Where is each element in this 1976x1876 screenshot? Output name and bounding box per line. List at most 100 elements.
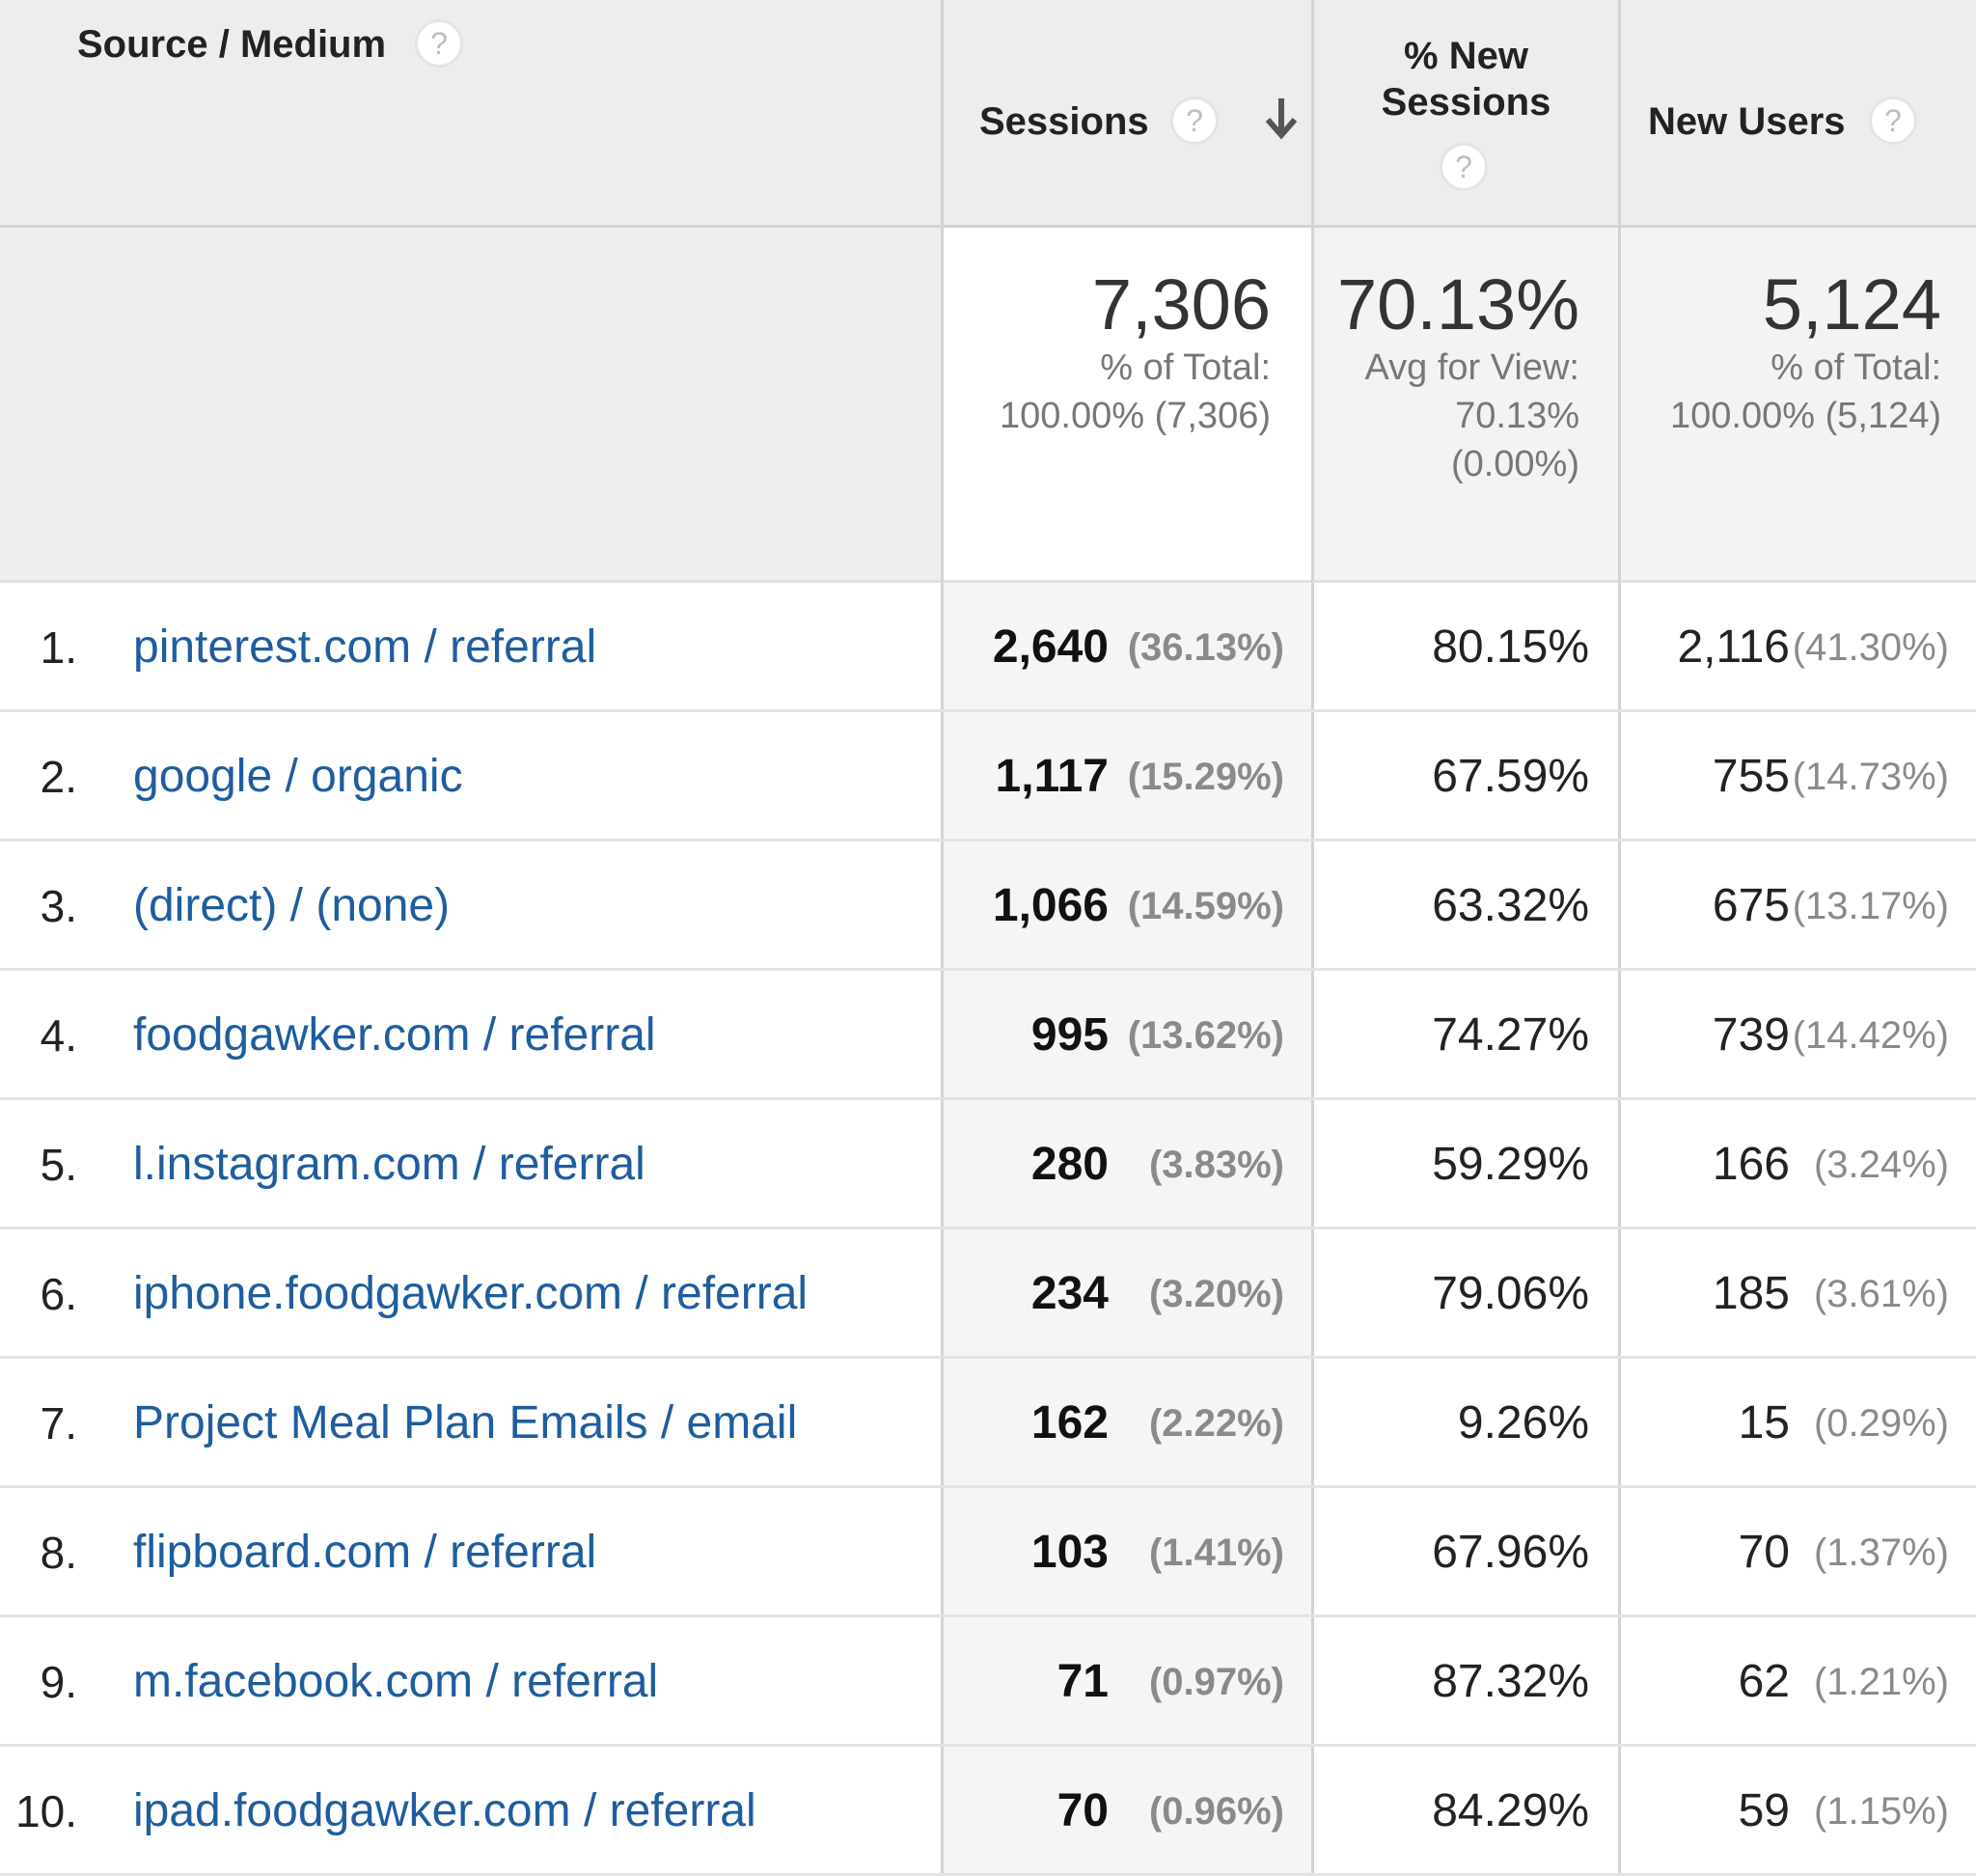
new-sessions-cell: 74.27% bbox=[1311, 971, 1618, 1097]
totals-sessions: 7,306 % of Total: 100.00% (7,306) bbox=[941, 228, 1311, 583]
totals-new-sessions-value: 70.13% bbox=[1337, 264, 1579, 345]
sessions-percent: (0.96%) bbox=[1148, 1790, 1284, 1833]
new-users-value: 15 bbox=[1738, 1397, 1790, 1448]
new-sessions-cell: 87.32% bbox=[1311, 1617, 1618, 1744]
sessions-cell: 234 (3.20%) bbox=[941, 1229, 1311, 1356]
table-row: 7. Project Meal Plan Emails / email 162 (2.… bbox=[0, 1359, 1976, 1488]
source-medium-link[interactable]: iphone.foodgawker.com / referral bbox=[133, 1268, 809, 1319]
sessions-header-label: Sessions bbox=[979, 100, 1149, 143]
sessions-percent: (3.83%) bbox=[1148, 1144, 1284, 1186]
new-users-percent: (0.29%) bbox=[1813, 1402, 1949, 1445]
totals-new-sessions-caption: Avg for View: bbox=[1364, 347, 1580, 388]
new-users-cell: 755 (14.73%) bbox=[1618, 712, 1976, 839]
new-sessions-cell: 79.06% bbox=[1311, 1229, 1618, 1356]
new-users-cell: 62 (1.21%) bbox=[1618, 1617, 1976, 1744]
new-sessions-header-label-line2: Sessions bbox=[1381, 81, 1551, 124]
header-sessions[interactable]: Sessions ? bbox=[941, 0, 1311, 228]
row-rank: 9. bbox=[40, 1657, 77, 1707]
sessions-value: 71 bbox=[1057, 1656, 1109, 1707]
new-sessions-value: 59.29% bbox=[1432, 1139, 1589, 1190]
table-row: 1. pinterest.com / referral 2,640 (36.13%) 8… bbox=[0, 583, 1976, 712]
source-medium-link[interactable]: google / organic bbox=[133, 751, 463, 802]
table-row: 9. m.facebook.com / referral 71 (0.97%) 87.3… bbox=[0, 1617, 1976, 1747]
totals-new-users-value: 5,124 bbox=[1762, 264, 1941, 345]
source-medium-link[interactable]: ipad.foodgawker.com / referral bbox=[133, 1785, 756, 1836]
new-sessions-help-icon[interactable]: ? bbox=[1440, 143, 1488, 191]
sessions-cell: 70 (0.96%) bbox=[941, 1747, 1311, 1873]
totals-new-sessions-diff: (0.00%) bbox=[1450, 444, 1579, 484]
sessions-help-icon[interactable]: ? bbox=[1170, 97, 1219, 145]
source-medium-help-icon[interactable]: ? bbox=[415, 19, 463, 68]
table-row: 3. (direct) / (none) 1,066 (14.59%) 63.32% 67… bbox=[0, 841, 1976, 971]
new-users-cell: 166 (3.24%) bbox=[1618, 1100, 1976, 1227]
totals-row-label-cell bbox=[0, 228, 941, 583]
new-sessions-value: 9.26% bbox=[1457, 1397, 1589, 1448]
new-users-value: 185 bbox=[1712, 1268, 1790, 1319]
row-rank: 4. bbox=[40, 1010, 77, 1061]
new-users-help-icon[interactable]: ? bbox=[1869, 97, 1917, 145]
new-users-value: 675 bbox=[1712, 880, 1790, 931]
totals-sessions-caption: % of Total: bbox=[1100, 347, 1271, 388]
source-medium-cell: 8. flipboard.com / referral bbox=[0, 1488, 941, 1614]
source-medium-cell: 7. Project Meal Plan Emails / email bbox=[0, 1359, 941, 1485]
new-users-percent: (14.42%) bbox=[1792, 1014, 1949, 1057]
source-medium-cell: 9. m.facebook.com / referral bbox=[0, 1617, 941, 1744]
row-rank: 5. bbox=[40, 1140, 77, 1190]
source-medium-cell: 2. google / organic bbox=[0, 712, 941, 839]
new-sessions-value: 80.15% bbox=[1432, 621, 1589, 673]
new-sessions-value: 74.27% bbox=[1432, 1009, 1589, 1061]
new-users-percent: (41.30%) bbox=[1792, 626, 1949, 669]
new-users-cell: 15 (0.29%) bbox=[1618, 1359, 1976, 1485]
sessions-value: 995 bbox=[1030, 1009, 1109, 1061]
new-users-percent: (1.37%) bbox=[1813, 1531, 1949, 1574]
source-medium-header-label: Source / Medium bbox=[77, 23, 387, 66]
totals-sessions-value: 7,306 bbox=[1091, 264, 1271, 345]
new-sessions-value: 84.29% bbox=[1432, 1785, 1589, 1836]
new-sessions-cell: 84.29% bbox=[1311, 1747, 1618, 1873]
totals-new-users: 5,124 % of Total: 100.00% (5,124) bbox=[1618, 228, 1976, 583]
row-rank: 2. bbox=[40, 752, 77, 802]
sessions-percent: (14.59%) bbox=[1127, 885, 1284, 927]
totals-sessions-detail: 100.00% (7,306) bbox=[1000, 396, 1271, 436]
new-users-value: 59 bbox=[1738, 1785, 1790, 1836]
header-new-sessions[interactable]: % New Sessions ? bbox=[1311, 0, 1618, 228]
sort-descending-arrow-icon[interactable] bbox=[1262, 95, 1301, 143]
new-sessions-cell: 67.96% bbox=[1311, 1488, 1618, 1614]
new-users-cell: 739 (14.42%) bbox=[1618, 971, 1976, 1097]
sessions-cell: 2,640 (36.13%) bbox=[941, 583, 1311, 709]
table-row: 5. l.instagram.com / referral 280 (3.83%) 59… bbox=[0, 1100, 1976, 1229]
table-row: 2. google / organic 1,117 (15.29%) 67.59% 755… bbox=[0, 712, 1976, 841]
sessions-cell: 1,117 (15.29%) bbox=[941, 712, 1311, 839]
source-medium-link[interactable]: l.instagram.com / referral bbox=[133, 1139, 645, 1190]
sessions-percent: (2.22%) bbox=[1148, 1402, 1284, 1445]
source-medium-link[interactable]: pinterest.com / referral bbox=[133, 621, 597, 673]
sessions-percent: (36.13%) bbox=[1127, 626, 1284, 669]
sessions-cell: 162 (2.22%) bbox=[941, 1359, 1311, 1485]
table-row: 6. iphone.foodgawker.com / referral 234 (3.… bbox=[0, 1229, 1976, 1359]
table-row: 10. ipad.foodgawker.com / referral 70 (0.96… bbox=[0, 1747, 1976, 1876]
new-users-value: 2,116 bbox=[1677, 621, 1790, 673]
new-users-cell: 2,116 (41.30%) bbox=[1618, 583, 1976, 709]
sessions-percent: (1.41%) bbox=[1148, 1531, 1284, 1574]
header-source-medium[interactable]: Source / Medium ? bbox=[0, 0, 941, 228]
source-medium-link[interactable]: Project Meal Plan Emails / email bbox=[133, 1397, 798, 1448]
sessions-cell: 1,066 (14.59%) bbox=[941, 841, 1311, 968]
new-users-value: 62 bbox=[1738, 1656, 1790, 1707]
row-rank: 1. bbox=[40, 622, 77, 673]
source-medium-cell: 3. (direct) / (none) bbox=[0, 841, 941, 968]
new-sessions-cell: 9.26% bbox=[1311, 1359, 1618, 1485]
source-medium-link[interactable]: m.facebook.com / referral bbox=[133, 1656, 659, 1707]
source-medium-link[interactable]: flipboard.com / referral bbox=[133, 1527, 597, 1578]
source-medium-link[interactable]: (direct) / (none) bbox=[133, 880, 451, 931]
sessions-cell: 71 (0.97%) bbox=[941, 1617, 1311, 1744]
header-new-users[interactable]: New Users ? bbox=[1618, 0, 1976, 228]
new-users-percent: (1.21%) bbox=[1813, 1661, 1949, 1703]
new-sessions-header-label-line1: % New bbox=[1404, 35, 1528, 77]
source-medium-link[interactable]: foodgawker.com / referral bbox=[133, 1009, 656, 1061]
new-users-percent: (13.17%) bbox=[1792, 885, 1949, 927]
sessions-value: 280 bbox=[1030, 1139, 1109, 1190]
new-sessions-value: 67.96% bbox=[1432, 1527, 1589, 1578]
new-users-cell: 59 (1.15%) bbox=[1618, 1747, 1976, 1873]
sessions-percent: (0.97%) bbox=[1148, 1661, 1284, 1703]
sessions-percent: (15.29%) bbox=[1127, 756, 1284, 798]
